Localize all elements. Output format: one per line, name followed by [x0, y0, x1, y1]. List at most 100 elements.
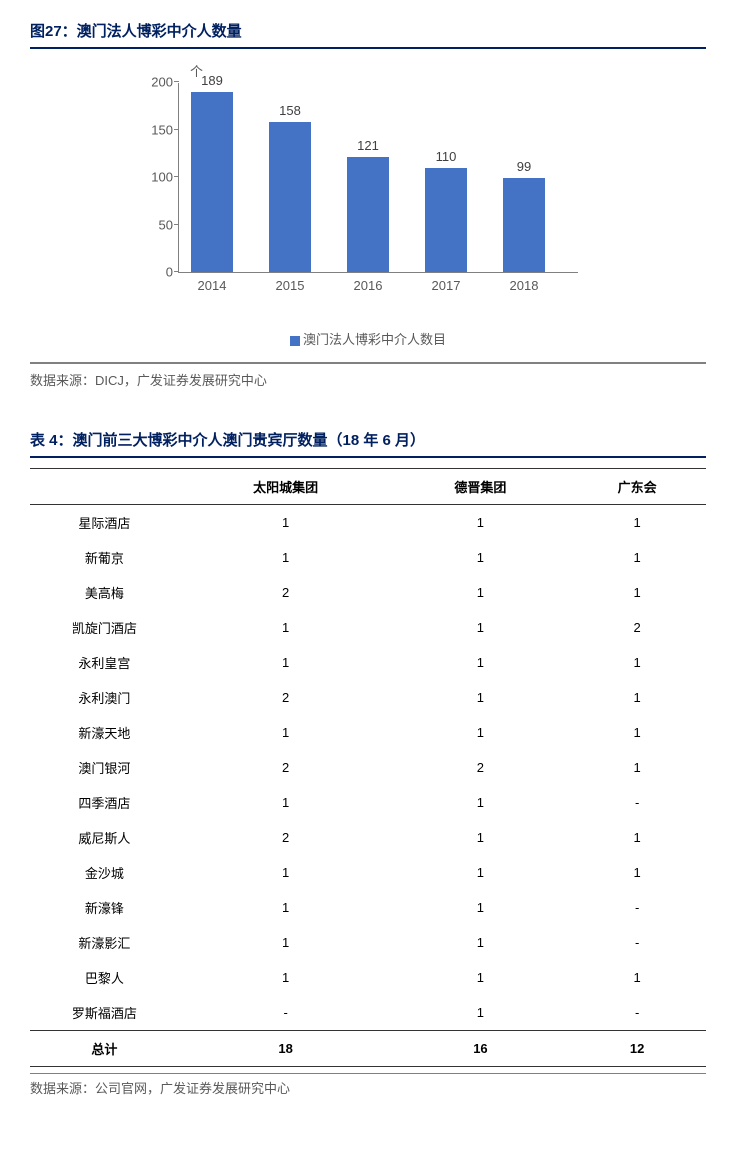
row-label: 罗斯福酒店	[30, 995, 179, 1031]
table-row: 四季酒店11-	[30, 785, 706, 820]
table-cell: 1	[393, 960, 569, 995]
bar	[347, 157, 389, 272]
table-row: 罗斯福酒店-1-	[30, 995, 706, 1031]
table-cell: 1	[393, 610, 569, 645]
bar	[503, 178, 545, 272]
bar	[425, 168, 467, 273]
data-table: 太阳城集团德晋集团广东会 星际酒店111新葡京111美高梅211凯旋门酒店112…	[30, 468, 706, 1067]
table-total-row: 总计181612	[30, 1031, 706, 1067]
bar-chart: 个 05010015020018920141582015121201611020…	[128, 61, 608, 321]
table-bottom-border	[30, 1073, 706, 1074]
table-cell: 1	[568, 680, 706, 715]
row-label: 美高梅	[30, 575, 179, 610]
row-label: 四季酒店	[30, 785, 179, 820]
table-row: 星际酒店111	[30, 505, 706, 541]
y-tick-label: 0	[166, 265, 173, 280]
table-row: 新濠影汇11-	[30, 925, 706, 960]
row-label: 新濠锋	[30, 890, 179, 925]
table-cell: 1	[393, 995, 569, 1031]
table-cell: 1	[179, 925, 393, 960]
table-title: 表 4：澳门前三大博彩中介人澳门贵宾厅数量（18 年 6 月）	[30, 429, 706, 458]
bar-value-label: 121	[347, 138, 389, 153]
table-header-cell: 广东会	[568, 469, 706, 505]
row-label: 新濠天地	[30, 715, 179, 750]
y-tick-mark	[174, 176, 179, 177]
x-tick-label: 2016	[347, 278, 389, 293]
table-cell: 1	[179, 645, 393, 680]
table-header-row: 太阳城集团德晋集团广东会	[30, 469, 706, 505]
legend-label: 澳门法人博彩中介人数目	[303, 332, 446, 347]
table-cell: 2	[393, 750, 569, 785]
y-tick-mark	[174, 271, 179, 272]
row-label: 凯旋门酒店	[30, 610, 179, 645]
table-cell: 1	[179, 785, 393, 820]
table-header-cell	[30, 469, 179, 505]
chart-legend: 澳门法人博彩中介人数目	[30, 329, 706, 348]
row-label: 金沙城	[30, 855, 179, 890]
bar-value-label: 158	[269, 103, 311, 118]
table-cell: 1	[568, 750, 706, 785]
table-row: 凯旋门酒店112	[30, 610, 706, 645]
table-cell: -	[179, 995, 393, 1031]
table-cell: 2	[179, 820, 393, 855]
table-header-cell: 太阳城集团	[179, 469, 393, 505]
table-cell: 1	[393, 645, 569, 680]
divider	[30, 362, 706, 364]
table-cell: 1	[179, 540, 393, 575]
table-cell: 1	[179, 890, 393, 925]
table-row: 威尼斯人211	[30, 820, 706, 855]
table-cell: 1	[179, 855, 393, 890]
table-cell: 1	[568, 645, 706, 680]
table-row: 新濠锋11-	[30, 890, 706, 925]
row-label: 永利澳门	[30, 680, 179, 715]
table-cell: 1	[393, 505, 569, 541]
table-cell: 1	[568, 820, 706, 855]
table-cell: 1	[568, 505, 706, 541]
chart-source: 数据来源：DICJ，广发证券发展研究中心	[30, 370, 706, 389]
table-cell: 1	[568, 855, 706, 890]
x-tick-label: 2017	[425, 278, 467, 293]
table-cell: 1	[179, 715, 393, 750]
row-label: 澳门银河	[30, 750, 179, 785]
row-label: 星际酒店	[30, 505, 179, 541]
table-header-cell: 德晋集团	[393, 469, 569, 505]
row-label: 新濠影汇	[30, 925, 179, 960]
y-tick-label: 50	[159, 217, 173, 232]
table-cell: 1	[393, 785, 569, 820]
table-row: 巴黎人111	[30, 960, 706, 995]
total-cell: 16	[393, 1031, 569, 1067]
table-cell: 2	[568, 610, 706, 645]
chart-title: 图27：澳门法人博彩中介人数量	[30, 20, 706, 49]
bar-group: 1102017	[425, 168, 467, 273]
table-cell: 1	[179, 610, 393, 645]
table-cell: -	[568, 925, 706, 960]
table-cell: -	[568, 785, 706, 820]
bar-value-label: 110	[425, 149, 467, 164]
y-tick-mark	[174, 129, 179, 130]
table-row: 澳门银河221	[30, 750, 706, 785]
y-tick-label: 150	[151, 122, 173, 137]
table-cell: 1	[393, 890, 569, 925]
row-label: 巴黎人	[30, 960, 179, 995]
table-row: 新濠天地111	[30, 715, 706, 750]
bar-group: 1582015	[269, 122, 311, 272]
bar-group: 992018	[503, 178, 545, 272]
table-cell: 1	[568, 540, 706, 575]
table-cell: 1	[568, 715, 706, 750]
total-cell: 12	[568, 1031, 706, 1067]
table-cell: 1	[393, 855, 569, 890]
total-label: 总计	[30, 1031, 179, 1067]
table-cell: 2	[179, 680, 393, 715]
table-row: 新葡京111	[30, 540, 706, 575]
bar-value-label: 189	[191, 73, 233, 88]
y-tick-mark	[174, 81, 179, 82]
table-row: 永利皇宫111	[30, 645, 706, 680]
table-cell: 1	[568, 575, 706, 610]
x-tick-label: 2014	[191, 278, 233, 293]
table-cell: 1	[393, 680, 569, 715]
table-cell: 1	[393, 540, 569, 575]
bar-group: 1892014	[191, 92, 233, 272]
x-tick-label: 2018	[503, 278, 545, 293]
table-cell: 1	[393, 575, 569, 610]
row-label: 威尼斯人	[30, 820, 179, 855]
